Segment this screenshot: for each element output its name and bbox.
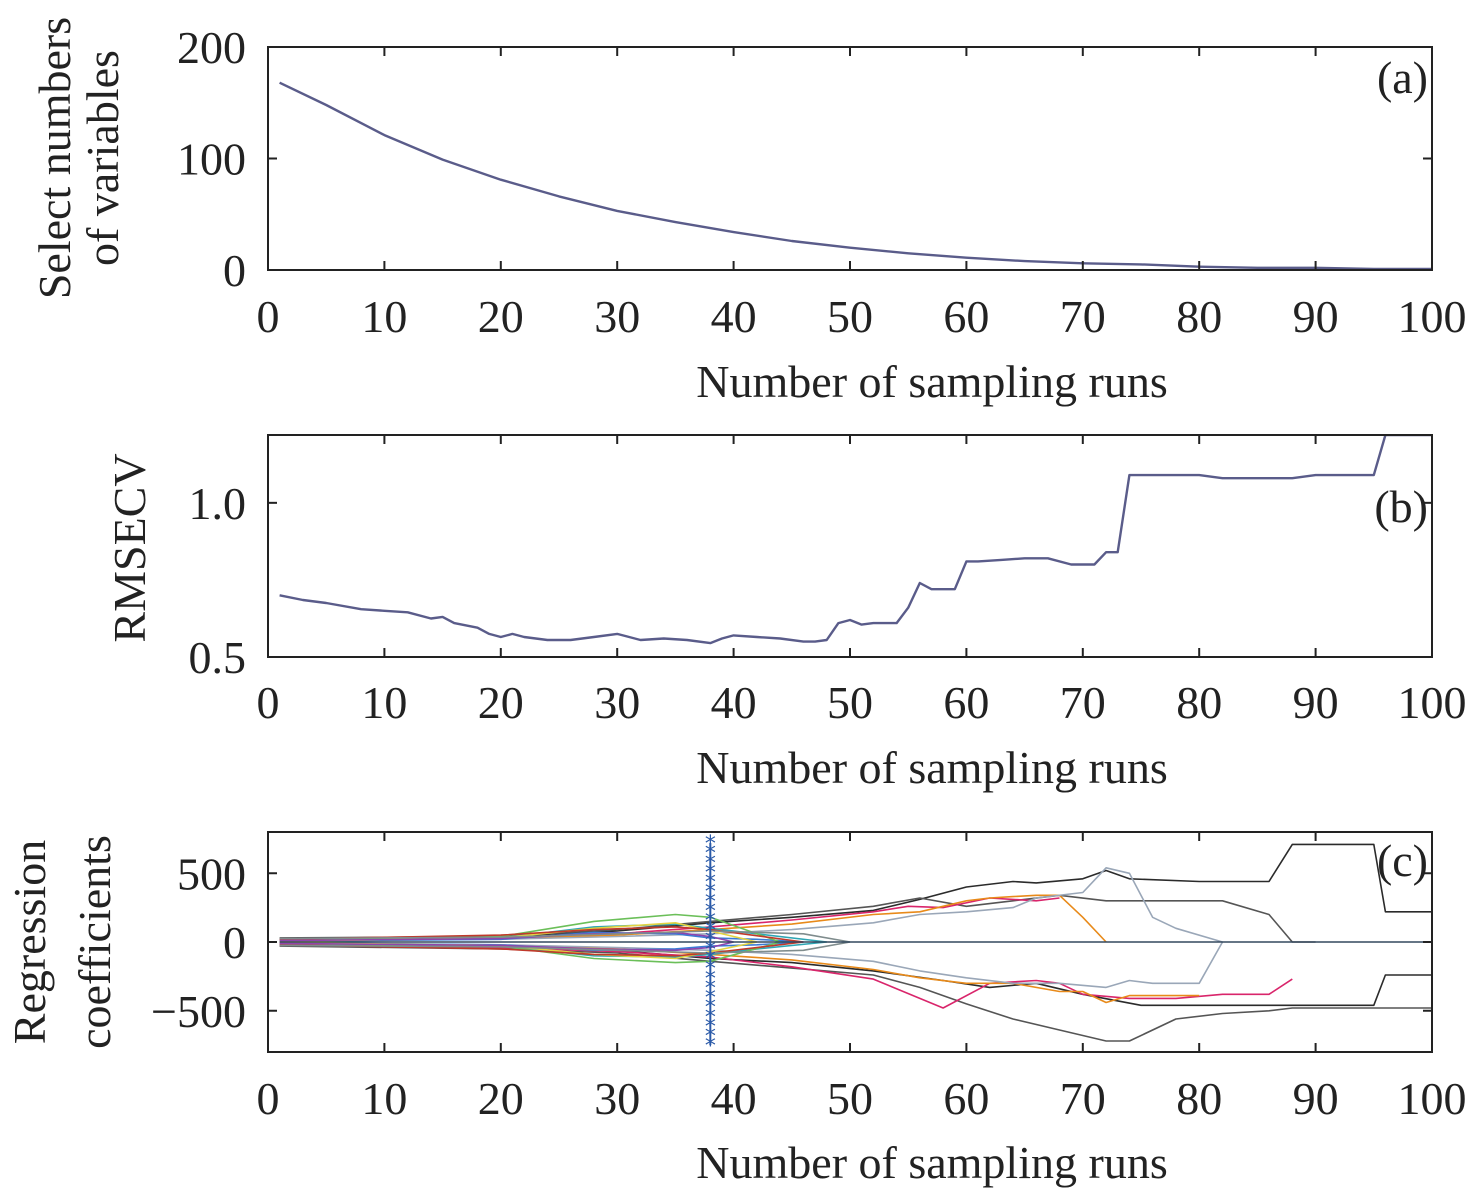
asterisk-marker: * (705, 899, 716, 924)
x-tick-label: 70 (1060, 1073, 1106, 1124)
panel-c: **********************0 10 20 30 40 50 60 70 80 9… (4, 831, 1467, 1188)
series-line-1 (279, 81, 1432, 270)
series-group (279, 81, 1432, 270)
x-tick-label: 90 (1293, 291, 1339, 342)
asterisk-marker: * (705, 957, 716, 982)
series-line-22 (279, 941, 734, 952)
plot-frame (267, 434, 1433, 658)
series-line-3 (279, 945, 1432, 1042)
panel-label: (b) (1374, 481, 1428, 532)
series-line-20 (279, 941, 804, 957)
y-tick-label: 0 (223, 245, 246, 296)
asterisk-marker: * (705, 871, 716, 896)
x-tick-label: 80 (1176, 1073, 1222, 1124)
x-tick-label: 40 (711, 677, 757, 728)
asterisk-marker: * (705, 832, 716, 857)
y-tick-label: 0.5 (189, 632, 247, 683)
y-axis-title: coefficients (69, 835, 120, 1049)
asterisk-marker: * (705, 996, 716, 1021)
x-tick-label: 70 (1060, 677, 1106, 728)
x-tick-label: 0 (257, 291, 280, 342)
asterisk-marker: * (705, 842, 716, 867)
y-tick-label: 0 (223, 917, 246, 968)
series-line-24 (279, 941, 851, 954)
x-tick-label: 50 (827, 677, 873, 728)
x-tick-label: 80 (1176, 291, 1222, 342)
x-tick-label: 10 (361, 677, 407, 728)
panel-a: 0 10 20 30 40 50 60 70 80 90 100 0 100 200 Number of s… (29, 17, 1467, 407)
asterisk-marker: * (705, 919, 716, 944)
series-line-10 (279, 941, 1224, 989)
y-axis-title: of variables (77, 50, 128, 266)
asterisk-marker: * (705, 986, 716, 1011)
series-group (279, 435, 1432, 645)
panel-b: 0 10 20 30 40 50 60 70 80 90 100 0.5 1.0 Number of sa… (104, 434, 1467, 793)
series-line-23 (279, 930, 851, 943)
x-tick-label: 20 (478, 677, 524, 728)
x-tick-label: 50 (827, 291, 873, 342)
y-tick-label: 200 (177, 22, 246, 73)
y-axis-title: Select numbers (29, 17, 80, 299)
panel-label: (c) (1377, 835, 1428, 886)
x-axis-title: Number of sampling runs (696, 742, 1167, 793)
x-tick-label: 10 (361, 1073, 407, 1124)
x-tick-label: 30 (594, 291, 640, 342)
x-tick-label: 60 (943, 1073, 989, 1124)
x-tick-label: 30 (594, 1073, 640, 1124)
x-tick-label: 0 (257, 677, 280, 728)
x-tick-label: 10 (361, 291, 407, 342)
panel-label: (a) (1377, 52, 1428, 103)
x-tick-label: 20 (478, 291, 524, 342)
asterisk-marker: * (705, 967, 716, 992)
y-tick-label: 100 (177, 134, 246, 185)
y-axis-title: RMSECV (104, 453, 155, 642)
x-tick-label: 60 (943, 291, 989, 342)
x-tick-label: 40 (711, 291, 757, 342)
asterisk-marker: * (705, 938, 716, 963)
y-tick-label: 500 (177, 848, 246, 899)
x-tick-label: 40 (711, 1073, 757, 1124)
x-tick-label: 20 (478, 1073, 524, 1124)
x-tick-label: 70 (1060, 291, 1106, 342)
x-tick-label: 50 (827, 1073, 873, 1124)
asterisk-marker: * (705, 851, 716, 876)
asterisk-marker: * (705, 1015, 716, 1040)
asterisk-marker: * (705, 1025, 716, 1050)
x-tick-label: 0 (257, 1073, 280, 1124)
optimal-run-marker: ********************** (705, 832, 716, 1059)
x-axis-title: Number of sampling runs (696, 1137, 1167, 1188)
series-group (279, 843, 1432, 1042)
series-line-2 (279, 843, 1432, 941)
asterisk-marker: * (705, 928, 716, 953)
x-axis-title: Number of sampling runs (696, 356, 1167, 407)
asterisk-marker: * (705, 1034, 716, 1059)
asterisk-marker: * (705, 976, 716, 1001)
x-tick-label: 100 (1398, 1073, 1467, 1124)
x-tick-label: 30 (594, 677, 640, 728)
series-line-9 (279, 866, 1223, 943)
x-tick-label: 90 (1293, 677, 1339, 728)
series-line-1 (279, 944, 1432, 1007)
x-tick-label: 100 (1398, 677, 1467, 728)
series-line-1 (279, 435, 1432, 645)
asterisk-marker: * (705, 861, 716, 886)
x-tick-label: 100 (1398, 291, 1467, 342)
y-tick-label: 1.0 (189, 478, 247, 529)
y-axis-title: Regression (4, 840, 55, 1044)
asterisk-marker: * (705, 880, 716, 905)
asterisk-marker: * (705, 890, 716, 915)
asterisk-marker: * (705, 909, 716, 934)
asterisk-marker: * (705, 1005, 716, 1030)
x-tick-label: 90 (1293, 1073, 1339, 1124)
x-tick-label: 60 (943, 677, 989, 728)
asterisk-marker: * (705, 948, 716, 973)
x-tick-label: 80 (1176, 677, 1222, 728)
y-tick-label: −500 (151, 986, 246, 1037)
